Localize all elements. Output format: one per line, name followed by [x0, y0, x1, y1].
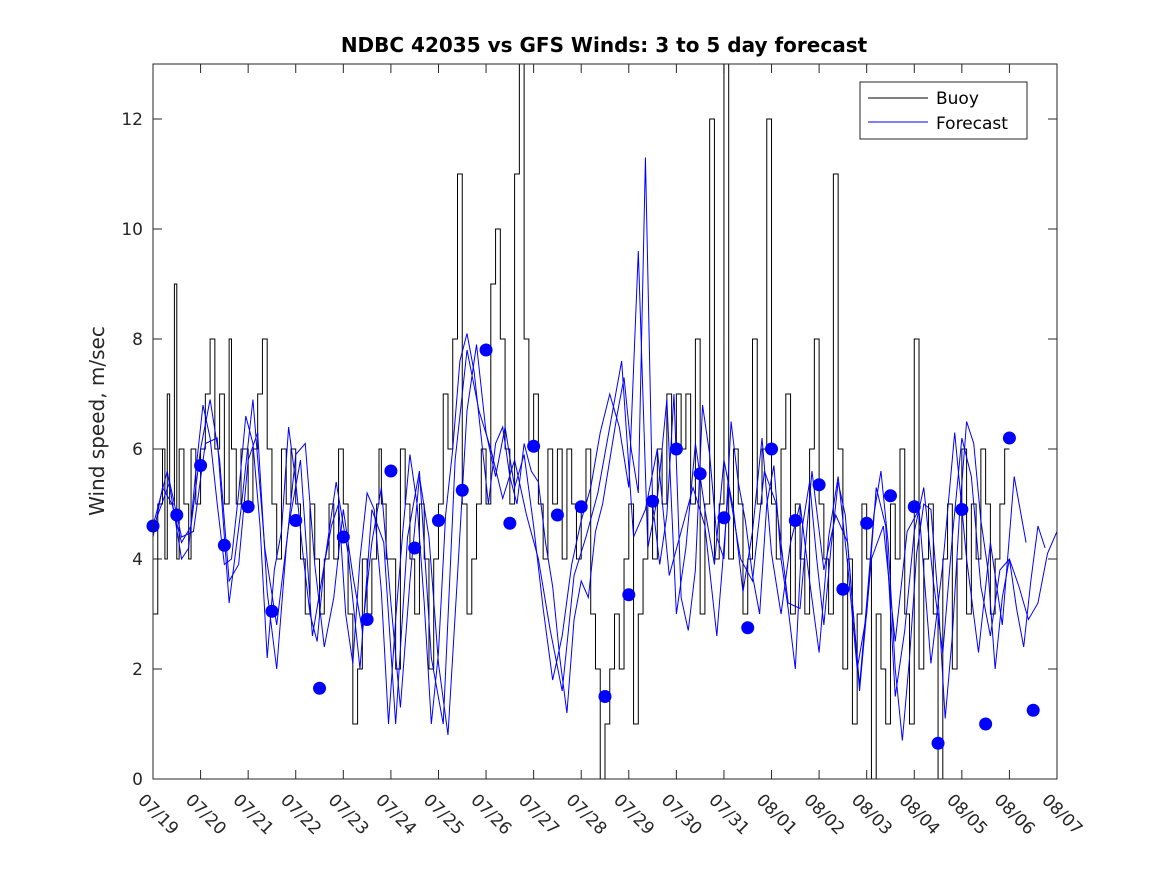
forecast-marker: [194, 459, 208, 472]
forecast-marker: [693, 467, 707, 481]
x-tick-label: 07/27: [514, 790, 563, 839]
forecast-marker: [741, 621, 755, 635]
forecast-marker: [622, 588, 636, 602]
x-tick-label: 07/28: [562, 790, 611, 839]
y-tick-labels: 0 2 4 6 8 10 12: [121, 110, 143, 790]
forecast-marker: [931, 736, 945, 750]
forecast-marker: [788, 514, 802, 527]
forecast-line-3: [157, 349, 1027, 725]
forecast-marker: [1026, 703, 1040, 717]
forecast-marker: [170, 508, 184, 522]
forecast-marker: [408, 541, 422, 555]
y-tick-label: 4: [132, 550, 143, 570]
x-tick-label: 08/07: [1037, 790, 1086, 839]
x-tick-label: 07/24: [371, 790, 420, 839]
forecast-marker: [979, 717, 993, 731]
forecast-marker: [550, 508, 564, 522]
x-tick-label: 08/05: [942, 790, 991, 839]
forecast-marker: [955, 503, 969, 516]
x-tick-labels: 07/1907/2007/2107/2207/2307/2407/2507/26…: [133, 790, 1086, 839]
forecast-marker: [360, 613, 374, 626]
plot-area: [153, 64, 1057, 779]
forecast-marker: [598, 690, 612, 703]
forecast-marker: [717, 511, 731, 525]
legend-label-buoy: Buoy: [936, 89, 979, 109]
forecast-line-1: [153, 157, 1046, 741]
forecast-marker: [289, 514, 303, 527]
forecast-marker: [812, 478, 826, 492]
y-tick-label: 2: [132, 660, 143, 680]
forecast-marker: [765, 442, 779, 456]
forecast-marker: [455, 483, 469, 497]
y-tick-label: 12: [121, 110, 143, 130]
forecast-marker: [1002, 431, 1016, 445]
forecast-marker: [836, 582, 850, 596]
plot-background: [153, 64, 1057, 779]
y-tick-label: 8: [132, 330, 143, 350]
forecast-marker: [431, 514, 445, 527]
x-tick-label: 07/31: [704, 790, 753, 839]
legend-label-forecast: Forecast: [936, 114, 1008, 134]
series-layer: [153, 64, 1057, 779]
y-tick-label: 10: [121, 220, 143, 240]
forecast-marker: [313, 681, 327, 695]
y-axis-title: Wind speed, m/sec: [85, 326, 109, 516]
buoy-line: [153, 64, 1010, 779]
x-tick-label: 07/20: [181, 790, 230, 839]
forecast-marker: [883, 489, 897, 503]
x-tick-label: 08/06: [990, 790, 1039, 839]
x-tick-label: 08/04: [895, 790, 944, 839]
forecast-line-2: [153, 250, 1057, 736]
legend: Buoy Forecast: [859, 81, 1028, 140]
forecast-marker: [479, 343, 493, 357]
forecast-marker: [503, 516, 517, 530]
x-tick-label: 07/21: [229, 790, 278, 839]
forecast-marker: [336, 530, 350, 544]
forecast-marker: [265, 604, 279, 618]
legend-box: [859, 81, 1028, 140]
x-tick-label: 08/02: [800, 790, 849, 839]
marker-layer: [146, 343, 1040, 750]
y-tick-label: 6: [132, 440, 143, 460]
x-tick-label: 07/23: [324, 790, 373, 839]
x-tick-label: 07/29: [609, 790, 658, 839]
x-tick-label: 07/19: [133, 790, 182, 839]
x-tick-label: 07/22: [276, 790, 325, 839]
forecast-marker: [907, 500, 921, 514]
axes-frame: [152, 63, 1058, 780]
x-tick-label: 08/03: [847, 790, 896, 839]
forecast-marker: [384, 464, 398, 478]
forecast-marker: [527, 439, 541, 453]
x-tick-label: 07/30: [657, 790, 706, 839]
forecast-marker: [646, 494, 660, 508]
x-tick-label: 07/25: [419, 790, 468, 839]
y-tick-label: 0: [132, 770, 143, 790]
forecast-marker: [860, 516, 874, 530]
forecast-marker: [241, 500, 255, 514]
x-tick-label: 08/01: [752, 790, 801, 839]
x-tick-label: 07/26: [467, 790, 516, 839]
forecast-marker: [217, 538, 231, 552]
forecast-marker: [574, 500, 588, 514]
forecast-marker: [669, 442, 683, 456]
axes-box: [152, 63, 1058, 780]
chart-title: NDBC 42035 vs GFS Winds: 3 to 5 day fore…: [341, 33, 868, 57]
